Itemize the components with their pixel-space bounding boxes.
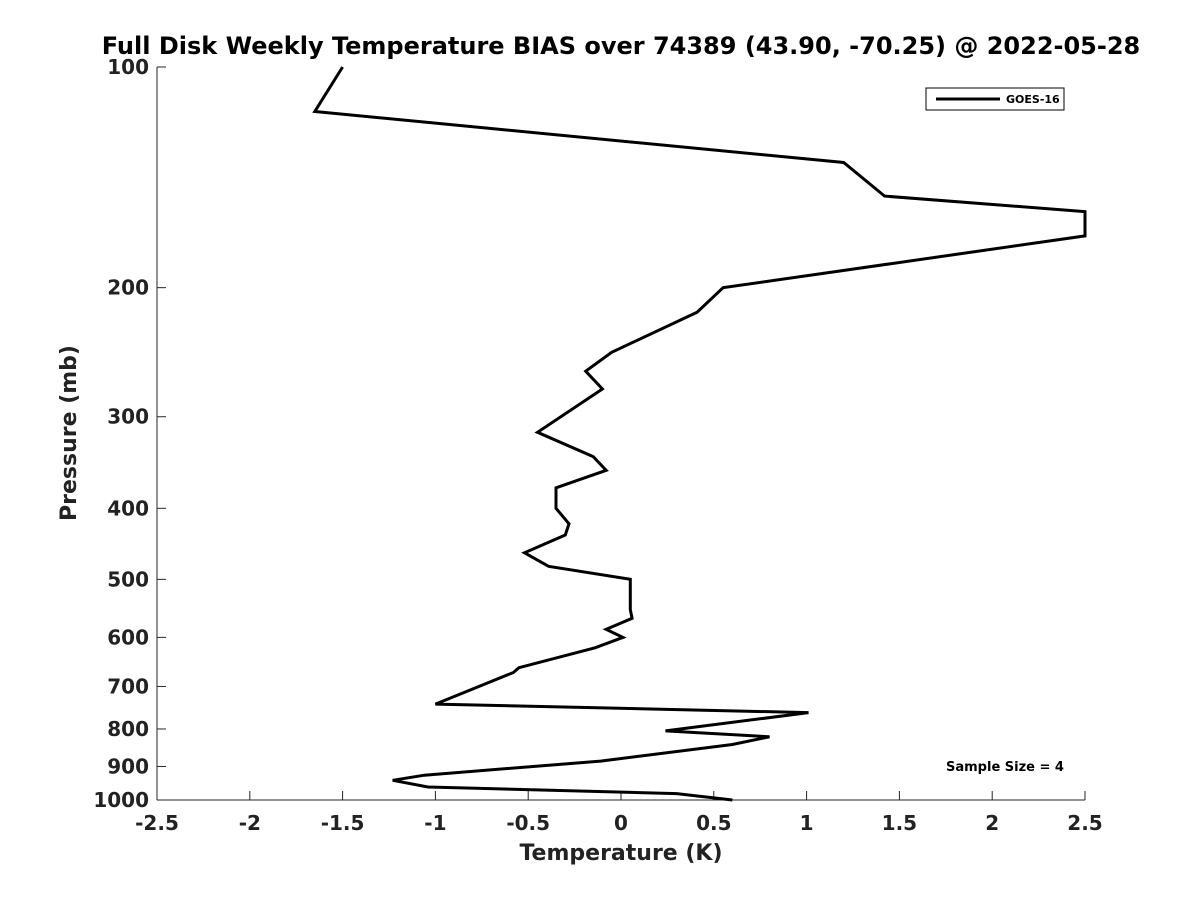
y-tick-label: 200 — [107, 276, 149, 300]
x-axis-title: Temperature (K) — [519, 841, 722, 866]
x-tick-label: -2 — [239, 811, 261, 835]
chart-title: Full Disk Weekly Temperature BIAS over 7… — [102, 32, 1141, 60]
x-tick-label: 0.5 — [696, 811, 731, 835]
y-tick-label: 500 — [107, 567, 149, 591]
x-tick-label: 1.5 — [882, 811, 917, 835]
sample-size-annotation: Sample Size = 4 — [946, 760, 1064, 775]
x-tick-label: 1 — [800, 811, 814, 835]
legend: GOES-16 — [925, 87, 1065, 111]
x-tick-label: 2.5 — [1067, 811, 1102, 835]
legend-label-goes16: GOES-16 — [1006, 93, 1060, 106]
y-tick-label: 100 — [107, 55, 149, 79]
x-tick-label: -1.5 — [321, 811, 365, 835]
x-tick-label: -0.5 — [506, 811, 550, 835]
y-tick-label: 900 — [107, 754, 149, 778]
x-tick-label: 2 — [985, 811, 999, 835]
x-tick-label: 0 — [614, 811, 628, 835]
series-line-goes-16 — [312, 66, 1087, 802]
y-tick-label: 400 — [107, 496, 149, 520]
y-tick-label: 600 — [107, 625, 149, 649]
x-tick-label: -2.5 — [135, 811, 179, 835]
y-tick-label: 300 — [107, 405, 149, 429]
y-tick-label: 700 — [107, 674, 149, 698]
x-tick-label: -1 — [424, 811, 446, 835]
y-tick-label: 800 — [107, 717, 149, 741]
axes: -2.5 -2 -1.5 -1 -0.5 0 0.5 1 1.5 2 2.5 100 200 300 400… — [93, 55, 1102, 835]
series-layer — [312, 66, 1087, 802]
y-axis-title: Pressure (mb) — [57, 345, 82, 521]
y-tick-label: 1000 — [93, 788, 149, 812]
